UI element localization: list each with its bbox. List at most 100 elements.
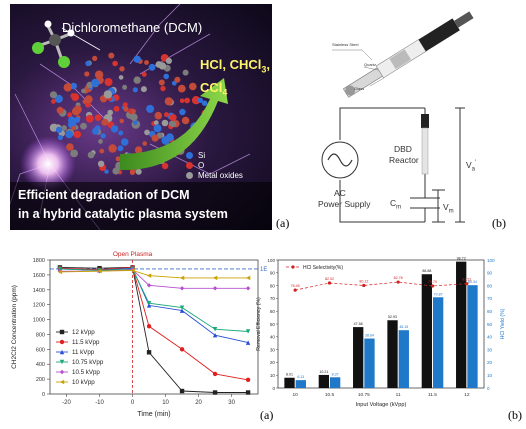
removal-bar	[284, 377, 295, 388]
x-tick-label: 12	[464, 392, 470, 398]
atom	[132, 87, 138, 93]
ga-caption-line-1: Efficient degradation of DCM	[18, 188, 190, 202]
removal-value-label: 98.73	[457, 257, 466, 261]
atom	[119, 66, 125, 72]
atom	[71, 125, 76, 131]
atom	[113, 105, 120, 112]
atom	[179, 108, 186, 116]
atom	[73, 130, 82, 139]
plot-frame	[277, 259, 485, 389]
atom	[66, 143, 74, 151]
data-point	[59, 379, 65, 385]
data-point	[59, 369, 65, 375]
selectivity-line	[295, 281, 467, 291]
plot-frame	[49, 259, 259, 395]
x-tick-label: 10	[292, 392, 298, 398]
data-point	[212, 390, 218, 395]
reactor-illustration	[332, 11, 474, 98]
atom	[197, 97, 203, 104]
data-point	[179, 347, 185, 352]
si-legend-label: Si	[198, 151, 206, 160]
removal-bar	[456, 261, 467, 388]
x-tick-label: 0	[131, 400, 135, 406]
data-point	[245, 340, 251, 345]
atom	[101, 118, 109, 126]
atom	[165, 57, 172, 64]
y-tick-label: 400	[36, 362, 45, 368]
atom	[110, 125, 119, 133]
series-line	[59, 269, 249, 289]
y-axis-label: Removal Efficiency (%)	[256, 297, 262, 351]
atom	[49, 91, 58, 99]
atom	[168, 120, 175, 127]
atom	[103, 90, 113, 99]
y-tick-label: 1800	[33, 258, 45, 264]
y-right-tick-label: 0	[487, 386, 490, 391]
x-tick-label: 11.5	[428, 392, 437, 398]
atom	[174, 76, 181, 83]
atom	[57, 134, 64, 141]
data-point	[245, 390, 251, 395]
bar-chart-svg: 0 0 10 10 20 20 30 30 40 40 50 50 60 60 70 70 80 80 90 90 10…	[256, 257, 506, 408]
x-axis-label: Input Voltage (kVpp)	[356, 402, 407, 408]
atom	[154, 111, 163, 120]
data-point	[245, 377, 251, 383]
y-tick-label: 100	[267, 258, 275, 263]
data-point	[212, 327, 218, 332]
selectivity-value-label: 79.70	[428, 280, 437, 284]
atom	[146, 104, 155, 113]
y-tick-label: 40	[270, 335, 276, 340]
yield-value-label: 80.34	[468, 280, 477, 284]
atom	[122, 84, 128, 90]
x-tick-label: 10.75	[358, 392, 370, 398]
yield-bar	[433, 297, 444, 388]
atom	[133, 76, 141, 84]
atom	[131, 109, 136, 114]
legend-label: 12 kVpp	[72, 329, 95, 336]
y-right-tick-label: 10	[487, 373, 493, 378]
y-right-tick-label: 30	[487, 347, 493, 352]
power-supply-label: Power Supply	[318, 199, 371, 209]
ga-caption-line-2: in a hybrid catalytic plasma system	[18, 207, 228, 221]
y-tick-label: 70	[270, 296, 276, 301]
atom	[115, 156, 121, 162]
atom	[97, 160, 105, 167]
data-point	[146, 273, 152, 278]
atom	[160, 85, 166, 92]
y-tick-label: 0	[272, 386, 275, 391]
removal-value-label: 52.93	[388, 315, 397, 319]
y-axis-label: CH2Cl2 Concentration (ppm)	[11, 285, 18, 369]
y-right-tick-label: 50	[487, 322, 493, 327]
atom	[161, 119, 169, 127]
atom	[98, 139, 103, 144]
atom	[107, 109, 113, 116]
atom	[108, 144, 117, 153]
x-tick-label: 20	[195, 400, 202, 406]
atom	[158, 62, 167, 70]
atom	[80, 122, 87, 130]
atom	[158, 79, 165, 86]
y-tick-label: 10	[270, 373, 276, 378]
atom	[85, 114, 94, 123]
reaction-arrow-icon	[120, 78, 228, 171]
removal-bar	[387, 320, 398, 388]
data-point	[179, 388, 185, 394]
metal-oxide-legend-label: Metal oxides	[198, 171, 243, 180]
yield-bar	[295, 380, 306, 388]
yield-bar	[398, 330, 409, 388]
graphical-abstract: Dichloromethane (DCM) HCl, CHCl3, CCl4 S…	[10, 4, 272, 230]
y-tick-label: 800	[36, 332, 45, 338]
legend-label: 10 kVpp	[72, 379, 95, 386]
reactor-label-steel: Stainless Steel	[332, 42, 359, 47]
legend-label: 11.5 kVpp	[72, 339, 100, 346]
atom	[184, 97, 191, 104]
removal-value-label: 10.21	[319, 370, 328, 374]
yield-value-label: 45.15	[399, 325, 408, 329]
atom	[85, 60, 91, 67]
data-point	[146, 324, 152, 329]
bar-chart: 0 0 10 10 20 20 30 30 40 40 50 50 60 60 70 70 80 80 90 90 10…	[252, 246, 524, 422]
title-pointer	[61, 27, 101, 51]
selectivity-value-label: 81.51	[462, 278, 471, 282]
atom	[133, 120, 138, 125]
atom	[84, 71, 90, 77]
